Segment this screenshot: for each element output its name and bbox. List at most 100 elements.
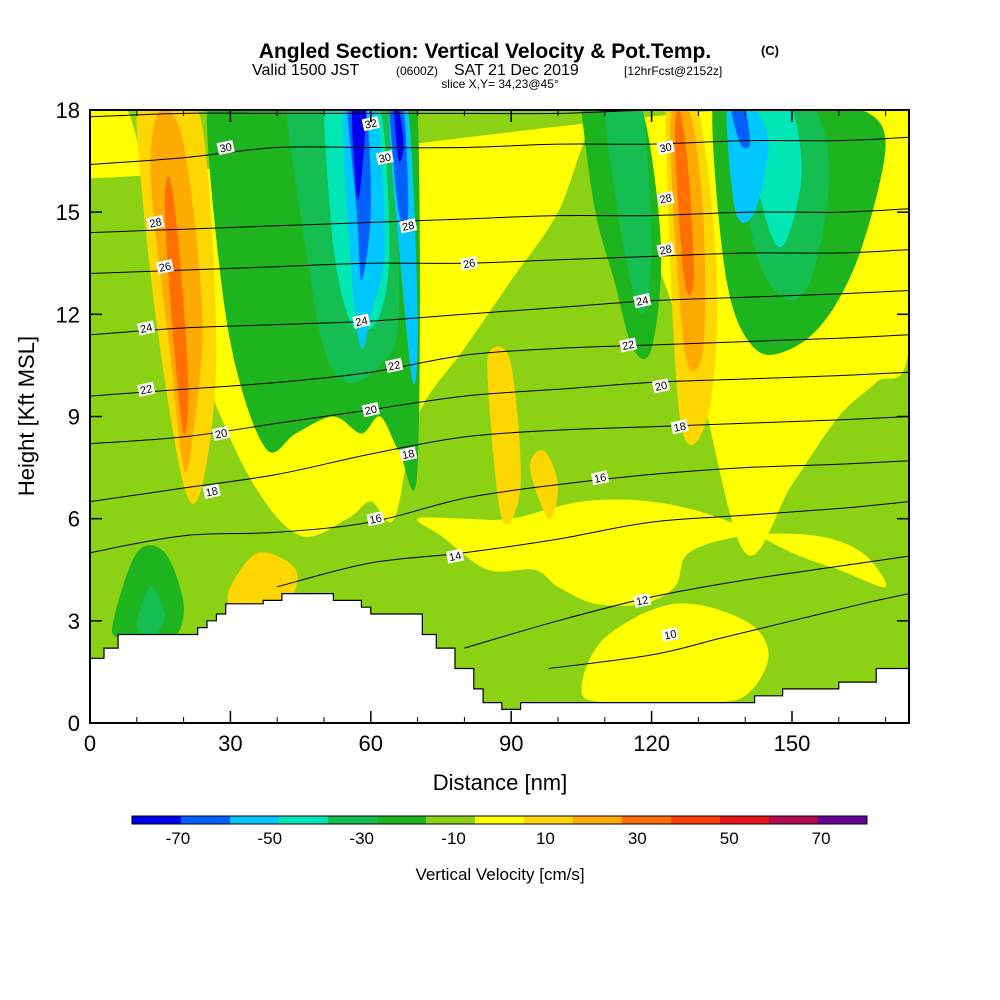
svg-text:32: 32 [364, 117, 378, 131]
colorbar-tick-label: -50 [258, 829, 283, 848]
velocity-region [227, 552, 298, 615]
contour-label: 28 [656, 190, 675, 207]
velocity-region [136, 586, 165, 637]
theta-contours [90, 110, 909, 669]
contour-label: 26 [155, 259, 174, 275]
chart-title-unit: (C) [761, 43, 779, 58]
svg-text:24: 24 [354, 315, 368, 329]
svg-text:10: 10 [663, 628, 677, 642]
svg-text:26: 26 [158, 261, 172, 275]
terrain-profile [90, 593, 909, 723]
colorbar-swatch [230, 816, 280, 824]
svg-text:28: 28 [401, 220, 415, 234]
contour-label: 20 [361, 402, 380, 418]
valid-date: SAT 21 Dec 2019 [454, 62, 579, 79]
y-tick-label: 12 [56, 302, 80, 327]
x-tick-label: 60 [359, 731, 383, 756]
slice-info: slice X,Y= 34,23@45° [441, 77, 559, 91]
contour-label: 18 [670, 419, 689, 435]
contour-label: 28 [146, 214, 165, 231]
velocity-region [674, 110, 694, 296]
x-tick-label: 150 [774, 731, 811, 756]
contour-label: 14 [445, 548, 465, 564]
contour-label: 28 [656, 242, 675, 258]
svg-text:28: 28 [148, 216, 162, 230]
colorbar-swatch [279, 816, 329, 824]
contour-label: 12 [633, 592, 652, 609]
y-tick-label: 18 [56, 98, 80, 123]
svg-text:22: 22 [387, 359, 401, 373]
svg-text:20: 20 [364, 404, 378, 418]
colorbar-swatch [181, 816, 231, 824]
forecast-run: [12hrFcst@2152z] [624, 64, 722, 78]
theta-contour [90, 416, 909, 503]
colorbar-swatch [328, 816, 378, 824]
velocity-region [487, 346, 521, 525]
colorbar-swatch [818, 816, 868, 824]
chart-title: Angled Section: Vertical Velocity & Pot.… [259, 40, 711, 63]
y-axis-label: Height [Kft MSL] [14, 336, 39, 496]
colorbar-swatch [671, 816, 721, 824]
svg-text:22: 22 [621, 339, 635, 353]
contour-label: 26 [460, 255, 479, 271]
x-tick-label: 0 [84, 731, 96, 756]
x-tick-label: 120 [633, 731, 670, 756]
colorbar-tick-label: 50 [720, 829, 739, 848]
svg-text:26: 26 [462, 257, 476, 271]
svg-text:14: 14 [448, 550, 462, 564]
colorbar-tick-label: -70 [166, 829, 191, 848]
theta-contour [464, 555, 909, 649]
colorbar-swatch [426, 816, 476, 824]
colorbar-tick-label: -30 [349, 829, 374, 848]
x-tick-label: 90 [499, 731, 523, 756]
contour-labels: 10 12 14 16 16 18 18 18 20 20 20 22 22 22 24 24 24 26 26 28… [137, 116, 689, 643]
contour-label: 28 [399, 218, 418, 234]
y-tick-label: 0 [68, 711, 80, 736]
contour-label: 24 [137, 320, 156, 336]
svg-text:12: 12 [635, 594, 649, 608]
contour-label: 18 [399, 446, 418, 462]
theta-contour [90, 334, 909, 397]
colorbar-swatch [769, 816, 819, 824]
colorbar-swatch [524, 816, 574, 824]
colorbar: -70 -50 -30 -10 10 30 50 70 [131, 815, 868, 848]
svg-text:18: 18 [401, 448, 415, 462]
y-tick-label: 6 [68, 507, 80, 532]
svg-text:20: 20 [654, 380, 668, 394]
theta-contour [90, 290, 909, 336]
contour-label: 22 [385, 357, 404, 374]
svg-text:16: 16 [593, 472, 607, 486]
colorbar-frame [131, 815, 868, 825]
theta-contour [90, 460, 909, 554]
contour-label: 30 [375, 150, 394, 166]
svg-text:30: 30 [659, 141, 673, 155]
velocity-region [731, 110, 751, 149]
valid-prefix: Valid 1500 JST [252, 62, 360, 79]
contour-label: 24 [633, 293, 652, 309]
contour-label: 10 [661, 626, 680, 643]
svg-text:28: 28 [659, 192, 673, 206]
colorbar-tick-label: 10 [536, 829, 555, 848]
theta-contour [90, 110, 909, 118]
velocity-region [529, 450, 559, 519]
theta-contour [90, 371, 909, 445]
theta-contour [90, 208, 909, 234]
axis-ticks: 0 30 60 90 120 150 0 3 6 9 12 15 18 [56, 98, 909, 756]
contour-label: 32 [361, 116, 380, 132]
y-tick-label: 3 [68, 609, 80, 634]
velocity-regions [90, 110, 909, 723]
contour-label: 20 [211, 425, 231, 442]
contour-label: 30 [656, 139, 675, 156]
svg-text:20: 20 [214, 427, 228, 441]
contour-label: 20 [651, 378, 671, 394]
velocity-region [726, 110, 769, 223]
velocity-region [416, 499, 887, 606]
velocity-region [351, 110, 367, 200]
svg-text:30: 30 [219, 141, 233, 155]
y-tick-label: 9 [68, 405, 80, 430]
svg-text:30: 30 [378, 152, 392, 166]
velocity-region [164, 176, 189, 435]
contour-label: 22 [619, 337, 638, 353]
contour-label: 24 [352, 313, 371, 329]
theta-contour [548, 593, 909, 669]
